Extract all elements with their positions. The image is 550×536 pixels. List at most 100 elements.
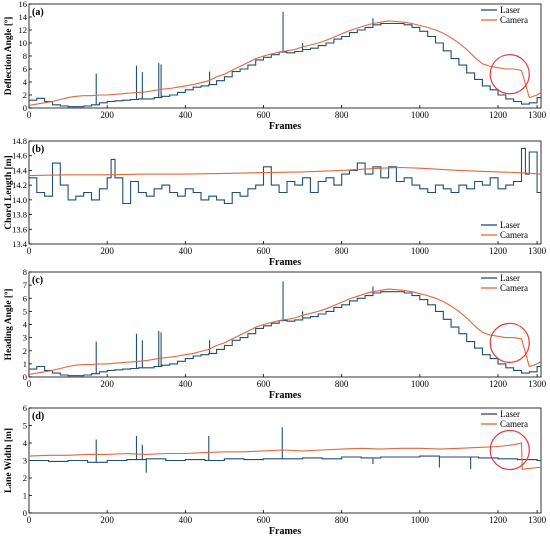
plot-area xyxy=(29,147,541,205)
x-tick-label: 800 xyxy=(335,110,349,120)
x-axis-label: Frames xyxy=(269,526,301,536)
panel-label: (b) xyxy=(32,144,44,155)
y-tick-label: 3 xyxy=(23,333,27,343)
x-tick-label: 1200 xyxy=(489,379,508,389)
series-line-laser xyxy=(29,455,541,463)
legend-entry-camera: Camera xyxy=(500,15,528,25)
y-tick-label: 5 xyxy=(23,306,27,316)
series-line-laser xyxy=(29,22,541,108)
x-tick-label: 1200 xyxy=(489,515,508,525)
x-tick-label: 400 xyxy=(179,379,193,389)
y-tick-label: 8 xyxy=(23,267,27,277)
y-tick-label: 14.8 xyxy=(12,136,27,146)
y-tick-label: 4 xyxy=(23,320,28,330)
x-tick-label: 0 xyxy=(27,379,32,389)
series-line-camera xyxy=(29,20,541,106)
panel-c: 0 200 400 600 800 1000 1200 1300012345678(c)Fra… xyxy=(4,267,547,401)
y-tick-label: 6 xyxy=(23,403,27,413)
series-line-camera xyxy=(29,288,541,375)
x-tick-label: 1300 xyxy=(528,379,547,389)
panel-label: (c) xyxy=(32,275,43,286)
series-line-camera xyxy=(29,442,541,470)
plot-frame xyxy=(28,271,542,378)
x-tick-label: 600 xyxy=(257,246,271,256)
legend-entry-laser: Laser xyxy=(500,409,520,419)
legend-entry-laser: Laser xyxy=(500,5,520,15)
x-tick-label: 1000 xyxy=(411,515,430,525)
panel-label: (a) xyxy=(32,7,44,18)
y-tick-label: 14.2 xyxy=(12,180,27,190)
x-tick-label: 1300 xyxy=(528,515,547,525)
x-tick-label: 1200 xyxy=(489,246,508,256)
panel-b: 0 200 400 600 800 1000 1200 1300 13.4 13.6 13.8 14.… xyxy=(4,136,547,268)
y-axis-label: Chord Length [m] xyxy=(4,155,14,229)
x-tick-label: 0 xyxy=(27,515,32,525)
plot-area xyxy=(29,427,541,473)
x-tick-label: 1000 xyxy=(411,246,430,256)
y-tick-label: 14.4 xyxy=(12,165,28,175)
plot-frame xyxy=(28,407,542,514)
x-axis-label: Frames xyxy=(269,390,301,401)
x-tick-label: 400 xyxy=(179,110,193,120)
x-tick-label: 800 xyxy=(335,246,349,256)
y-tick-label: 7 xyxy=(23,280,27,290)
plot-area xyxy=(29,281,541,377)
y-tick-label: 0 xyxy=(23,508,27,518)
y-tick-label: 16 xyxy=(19,0,28,9)
x-tick-label: 200 xyxy=(100,110,114,120)
highlight-circle xyxy=(489,429,530,471)
legend-entry-camera: Camera xyxy=(500,419,528,429)
series-line-camera xyxy=(29,166,541,177)
x-axis-label: Frames xyxy=(269,257,301,268)
x-tick-label: 400 xyxy=(179,515,193,525)
x-tick-label: 1300 xyxy=(528,110,547,120)
y-tick-label: 2 xyxy=(23,473,27,483)
y-tick-label: 10 xyxy=(19,38,28,48)
panel-a: 0 200 400 600 800 1000 1200 13000246810121416(a… xyxy=(4,0,547,132)
x-tick-label: 800 xyxy=(335,379,349,389)
y-axis-label: Deflection Angle [º] xyxy=(4,17,14,96)
x-tick-label: 800 xyxy=(335,515,349,525)
y-tick-label: 4 xyxy=(23,438,28,448)
x-tick-label: 1300 xyxy=(528,246,547,256)
x-tick-label: 600 xyxy=(257,515,271,525)
plot-frame xyxy=(28,3,542,109)
legend-entry-laser: Laser xyxy=(500,273,520,283)
y-tick-label: 0 xyxy=(23,372,27,382)
y-tick-label: 1 xyxy=(23,359,27,369)
x-tick-label: 200 xyxy=(100,379,114,389)
y-tick-label: 3 xyxy=(23,456,27,466)
x-tick-label: 0 xyxy=(27,246,32,256)
y-tick-label: 13.8 xyxy=(12,210,27,220)
panel-label: (d) xyxy=(32,411,44,422)
y-tick-label: 4 xyxy=(23,77,28,87)
x-tick-label: 400 xyxy=(179,246,193,256)
y-tick-label: 5 xyxy=(23,421,27,431)
y-axis-label: Lane Width [m] xyxy=(4,428,14,493)
y-tick-label: 14 xyxy=(19,12,28,22)
series-line-laser xyxy=(29,291,541,377)
x-axis-label: Frames xyxy=(269,121,301,132)
y-tick-label: 2 xyxy=(23,90,27,100)
y-tick-label: 0 xyxy=(23,103,27,113)
x-tick-label: 1000 xyxy=(411,110,430,120)
y-tick-label: 1 xyxy=(23,491,27,501)
y-axis-label: Heading Angle [º] xyxy=(4,289,14,361)
highlight-circle xyxy=(489,54,530,95)
panel-d: 0 200 400 600 800 1000 1200 1300 0 1 2 3 4 5 6 (d) Frame… xyxy=(4,403,547,536)
x-tick-label: 200 xyxy=(100,246,114,256)
y-tick-label: 2 xyxy=(23,346,27,356)
y-tick-label: 13.6 xyxy=(12,224,27,234)
plot-area xyxy=(29,11,541,108)
y-tick-label: 14.0 xyxy=(12,195,27,205)
y-tick-label: 6 xyxy=(23,293,27,303)
legend-entry-laser: Laser xyxy=(500,220,520,230)
highlight-circle xyxy=(489,322,530,364)
x-tick-label: 200 xyxy=(100,515,114,525)
series-line-laser xyxy=(29,147,541,205)
